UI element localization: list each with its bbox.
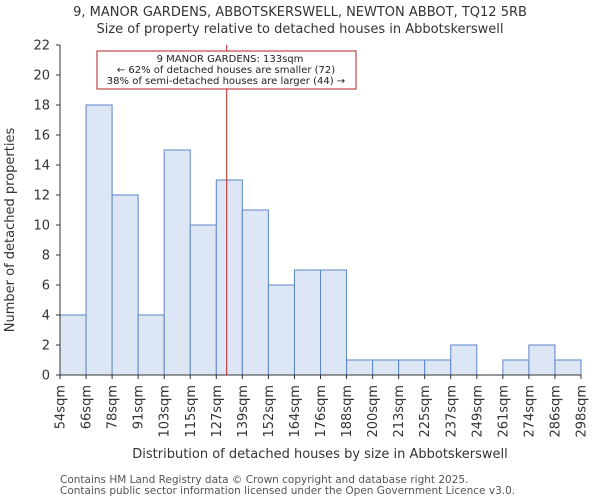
footer-line-1: Contains HM Land Registry data © Crown c…: [60, 474, 468, 486]
bar-115sqm: [189, 224, 217, 376]
x-tick-label: 152sqm: [262, 385, 277, 438]
bar-176sqm: [320, 269, 348, 376]
x-tick-label: 188sqm: [340, 385, 355, 438]
bars-group: [59, 104, 582, 376]
x-tick-label: 298sqm: [575, 385, 590, 438]
bar-261sqm: [502, 359, 530, 376]
y-tick-label: 2: [42, 339, 50, 354]
x-tick-label: 213sqm: [392, 385, 407, 438]
y-axis-label: Number of detached properties: [3, 128, 18, 333]
y-tick-label: 0: [42, 369, 50, 384]
annotation-line-3: 38% of semi-detached houses are larger (…: [107, 76, 345, 87]
x-tick-label: 127sqm: [210, 385, 225, 438]
annotation-line-1: 9 MANOR GARDENS: 133sqm: [157, 54, 304, 65]
x-tick-label: 225sqm: [418, 385, 433, 438]
y-tick-label: 12: [33, 189, 50, 204]
x-tick-label: 91sqm: [132, 385, 147, 429]
bar-78sqm: [111, 194, 139, 376]
x-tick-label: 78sqm: [106, 385, 121, 429]
bar-66sqm: [85, 104, 113, 376]
annotation-border: [96, 50, 357, 90]
y-tick-label: 22: [33, 39, 50, 54]
x-tick-label: 274sqm: [522, 385, 537, 438]
y-tick-label: 4: [42, 309, 50, 324]
y-tick-label: 20: [33, 69, 50, 84]
x-tick-label: 54sqm: [54, 385, 69, 429]
chart-subtitle: Size of property relative to detached ho…: [96, 22, 503, 37]
y-axis-ticks: 0 2 4 6 8 10 12 14 16 18 20 22: [33, 39, 60, 384]
y-tick-label: 8: [42, 249, 50, 264]
bar-152sqm: [267, 284, 295, 376]
x-tick-label: 139sqm: [236, 385, 251, 438]
x-axis-label: Distribution of detached houses by size …: [132, 447, 507, 462]
chart-title: 9, MANOR GARDENS, ABBOTSKERSWELL, NEWTON…: [73, 5, 527, 20]
bar-164sqm: [293, 269, 322, 376]
bar-274sqm: [528, 344, 556, 376]
bar-237sqm: [450, 344, 478, 376]
bar-127sqm: [215, 179, 243, 376]
bar-54sqm: [59, 314, 87, 376]
bar-286sqm: [554, 359, 582, 376]
x-tick-label: 176sqm: [314, 385, 329, 438]
x-tick-label: 286sqm: [548, 385, 563, 438]
y-tick-label: 10: [33, 219, 50, 234]
bar-213sqm: [398, 359, 426, 376]
bar-139sqm: [241, 209, 269, 376]
x-tick-label: 200sqm: [366, 385, 381, 438]
x-tick-label: 164sqm: [288, 385, 303, 438]
bar-188sqm: [346, 359, 374, 376]
x-tick-label: 66sqm: [80, 385, 95, 429]
bar-91sqm: [137, 314, 165, 376]
y-tick-label: 14: [33, 159, 50, 174]
x-tick-label: 103sqm: [158, 385, 173, 438]
x-axis-ticks: 54sqm 66sqm 78sqm 91sqm 103sqm 115sqm 127sqm 13…: [54, 375, 590, 438]
footer-line-2: Contains public sector information licen…: [60, 485, 515, 497]
bar-225sqm: [424, 359, 452, 376]
x-tick-label: 249sqm: [470, 385, 485, 438]
bar-200sqm: [372, 359, 400, 376]
y-tick-label: 16: [33, 129, 50, 144]
y-tick-label: 6: [42, 279, 50, 294]
annotation-box: 9 MANOR GARDENS: 133sqm ← 62% of detache…: [96, 50, 357, 90]
annotation-line-2: ← 62% of detached houses are smaller (72…: [117, 65, 335, 76]
x-tick-label: 115sqm: [184, 385, 199, 438]
bar-103sqm: [163, 149, 191, 376]
y-tick-label: 18: [33, 99, 50, 114]
x-tick-label: 237sqm: [444, 385, 459, 438]
x-tick-label: 261sqm: [496, 385, 511, 438]
